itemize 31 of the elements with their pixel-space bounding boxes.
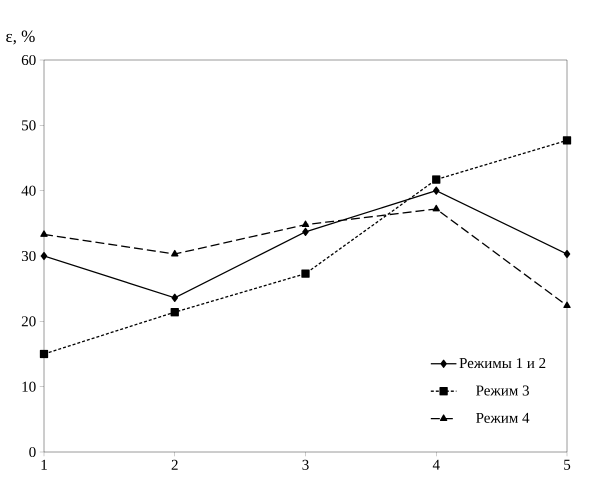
y-tick-label: 20 xyxy=(22,316,36,326)
point xyxy=(301,269,310,278)
point xyxy=(563,302,571,308)
y-tick-label: 60 xyxy=(22,54,36,66)
x-tick-label: 4 xyxy=(432,460,440,470)
point xyxy=(40,230,48,237)
point xyxy=(564,250,570,258)
y-tick-label: 0 xyxy=(29,446,36,458)
x-tick-label: 2 xyxy=(172,460,178,470)
point xyxy=(302,228,309,236)
legend-label: Режим 3 xyxy=(476,385,529,396)
point xyxy=(432,186,440,195)
point xyxy=(40,252,48,260)
x-tick-label: 3 xyxy=(302,460,309,470)
legend-label: Режимы 1 и 2 xyxy=(460,358,546,368)
x-tick-label: 5 xyxy=(564,460,570,470)
legend-label: Режим 4 xyxy=(476,412,530,423)
point xyxy=(171,294,178,302)
y-tick-label: 30 xyxy=(22,250,36,262)
y-tick-label: 50 xyxy=(22,120,36,130)
point xyxy=(562,136,572,145)
y-tick-label: 10 xyxy=(22,382,36,392)
point xyxy=(432,175,440,184)
point xyxy=(171,250,178,256)
x-tick-label: 1 xyxy=(42,460,47,470)
point xyxy=(302,220,310,228)
point xyxy=(170,308,179,316)
y-tick-label: 40 xyxy=(21,186,36,196)
point xyxy=(40,350,48,358)
y-axis-title: ε, % xyxy=(6,30,35,44)
point xyxy=(432,204,440,212)
